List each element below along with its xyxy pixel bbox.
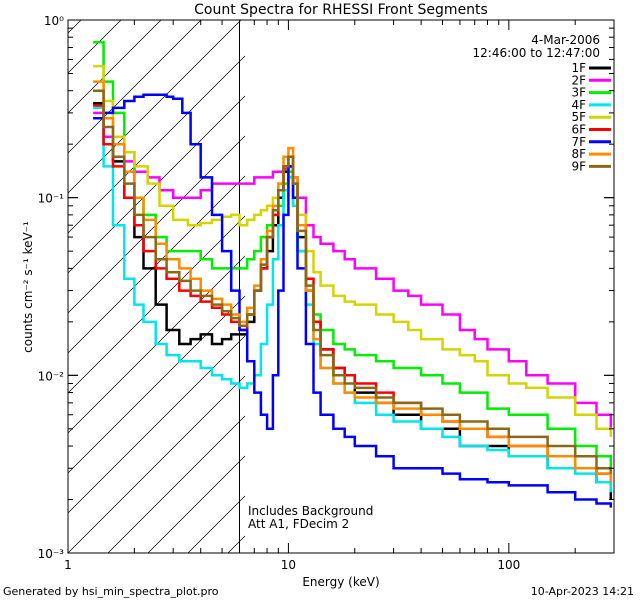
series-line-4f xyxy=(93,106,613,493)
y-axis-label: counts cm⁻² s⁻¹ keV⁻¹ xyxy=(21,221,35,353)
hatch-line xyxy=(68,135,245,314)
legend-label-5f: 5F xyxy=(571,110,586,124)
y-tick-label: 10⁻³ xyxy=(38,547,65,561)
legend-date: 4-Mar-2006 xyxy=(531,33,600,47)
y-tick-label: 10⁰ xyxy=(44,14,64,28)
y-tick-label: 10⁻¹ xyxy=(38,192,65,206)
y-axis-ticks xyxy=(68,19,614,554)
annotation-attenuator: Att A1, FDecim 2 xyxy=(248,517,349,531)
footer-generated-by: Generated by hsi_min_spectra_plot.pro xyxy=(3,585,219,598)
legend-label-3f: 3F xyxy=(571,86,586,100)
plot-frame xyxy=(67,19,615,554)
legend-label-8f: 8F xyxy=(571,147,586,161)
series-line-7f xyxy=(93,93,613,508)
x-tick-label: 100 xyxy=(497,558,520,572)
hatch-line xyxy=(147,455,245,553)
legend-label-9f: 9F xyxy=(571,159,586,173)
x-axis-tick-labels: 1 10 100 xyxy=(64,558,520,572)
x-axis-label: Energy (keV) xyxy=(302,575,379,589)
x-tick-label: 10 xyxy=(281,558,296,572)
hatch-line xyxy=(68,375,245,553)
legend-label-7f: 7F xyxy=(571,135,586,149)
background-hatch-region xyxy=(68,20,245,553)
footer-timestamp: 10-Apr-2023 14:21 xyxy=(531,585,634,598)
hatch-line xyxy=(68,55,245,234)
x-axis-ticks xyxy=(67,20,615,553)
hatch-line xyxy=(107,415,245,553)
y-tick-label: 10⁻² xyxy=(38,369,65,383)
legend-time-range: 12:46:00 to 12:47:00 xyxy=(473,46,600,60)
hatch-line xyxy=(68,335,245,514)
legend-label-2f: 2F xyxy=(571,73,586,87)
hatch-line xyxy=(68,20,162,114)
legend-label-1f: 1F xyxy=(571,61,586,75)
hatch-line xyxy=(68,175,245,354)
chart-title: Count Spectra for RHESSI Front Segments xyxy=(194,2,488,18)
x-tick-label: 1 xyxy=(64,558,72,572)
y-axis-tick-labels: 10⁰ 10⁻¹ 10⁻² 10⁻³ xyxy=(38,14,65,561)
legend-label-4f: 4F xyxy=(571,98,586,112)
series-line-2f xyxy=(93,111,613,429)
hatch-line xyxy=(68,295,245,474)
series-line-9f xyxy=(93,89,613,474)
annotation-background: Includes Background xyxy=(248,504,373,518)
hatch-line xyxy=(68,20,242,194)
legend-label-6f: 6F xyxy=(571,123,586,137)
hatch-line xyxy=(68,215,245,394)
series-group xyxy=(93,40,613,508)
hatch-line xyxy=(68,255,245,434)
hatch-line xyxy=(68,20,202,154)
